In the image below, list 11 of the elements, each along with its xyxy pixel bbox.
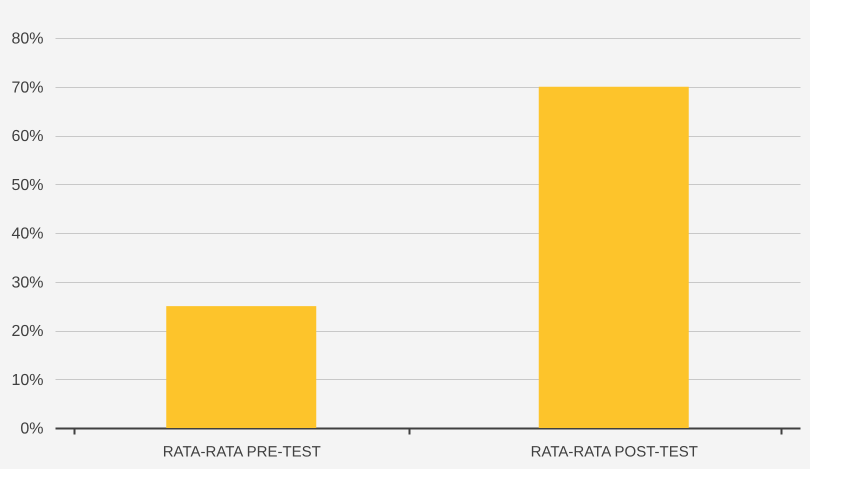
y-tick-label: 50%	[11, 176, 44, 194]
y-tick-label: 20%	[11, 323, 44, 340]
y-tick-label: 60%	[11, 128, 44, 145]
y-tick-label: 40%	[11, 226, 44, 242]
x-tick-label: RATA-RATA PRE-TEST	[162, 444, 321, 460]
y-tick-label: 70%	[11, 79, 44, 96]
y-tick-label: 10%	[11, 372, 44, 389]
y-tick-label: 0%	[20, 420, 44, 438]
y-tick-label: 80%	[11, 30, 44, 48]
y-tick-label: 30%	[11, 274, 44, 292]
x-tick-label: RATA-RATA POST-TEST	[530, 444, 698, 460]
